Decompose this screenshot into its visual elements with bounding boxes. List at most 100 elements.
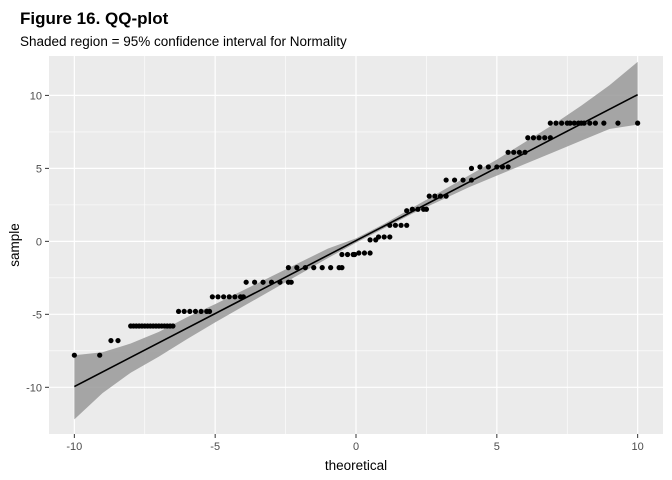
data-point: [451, 177, 458, 183]
data-point: [344, 251, 351, 258]
data-point: [547, 135, 553, 141]
data-point: [108, 337, 114, 344]
x-tick-label: -5: [210, 441, 220, 453]
data-point: [460, 177, 466, 183]
data-point: [71, 352, 77, 358]
y-tick-label: -10: [26, 382, 42, 394]
data-point: [525, 135, 531, 141]
data-point: [240, 294, 246, 300]
data-point: [181, 308, 187, 315]
x-tick-label: 5: [494, 441, 500, 453]
x-tick-label: 0: [353, 441, 359, 453]
data-point: [443, 177, 449, 183]
data-point: [351, 251, 358, 258]
y-tick-label: 0: [36, 236, 42, 248]
data-point: [175, 308, 182, 315]
data-point: [581, 120, 587, 126]
reference-line: [73, 93, 639, 388]
data-point: [361, 250, 368, 256]
data-point: [268, 279, 275, 285]
data-point: [206, 308, 213, 315]
data-point: [367, 250, 373, 256]
y-tick-label: -5: [32, 309, 42, 321]
data-point: [226, 294, 232, 300]
data-point: [567, 120, 573, 126]
data-point: [423, 206, 430, 212]
data-point: [319, 265, 325, 271]
data-point: [601, 120, 607, 126]
data-point: [468, 165, 475, 171]
data-point: [170, 323, 176, 329]
data-point: [530, 135, 537, 141]
data-point: [115, 337, 121, 344]
data-point: [302, 265, 308, 271]
data-point: [387, 234, 393, 240]
data-point: [432, 193, 438, 199]
data-point: [426, 193, 432, 199]
data-point: [288, 279, 294, 285]
data-point: [437, 193, 444, 199]
data-point: [415, 206, 421, 212]
data-point: [536, 135, 542, 141]
data-point: [542, 135, 548, 141]
data-point: [209, 294, 215, 300]
data-point: [485, 164, 491, 170]
data-point: [232, 294, 238, 300]
data-point: [294, 265, 300, 271]
data-point: [477, 164, 483, 170]
data-point: [404, 208, 410, 214]
data-point: [387, 222, 393, 228]
data-point: [392, 222, 399, 228]
data-point: [443, 193, 449, 199]
data-point: [252, 279, 258, 285]
x-tick-label: 10: [632, 441, 644, 453]
data-point: [559, 120, 565, 126]
axes: -10 -5 0 5 10 -10 -5 0 5 10: [26, 90, 644, 453]
data-point: [381, 234, 387, 240]
data-point: [516, 149, 522, 155]
data-point: [547, 120, 553, 126]
data-point: [198, 308, 204, 315]
chart-title: Figure 16. QQ-plot: [20, 9, 169, 28]
data-point: [494, 164, 500, 170]
data-point: [592, 120, 599, 126]
data-point: [398, 222, 404, 228]
data-point: [311, 265, 317, 271]
sample-points: [71, 120, 641, 358]
reference-line-layer: [73, 93, 639, 388]
data-point: [277, 279, 283, 285]
x-axis-title: theoretical: [325, 458, 387, 473]
data-point: [339, 251, 345, 258]
grid-lines: [49, 56, 663, 434]
data-point: [243, 279, 249, 285]
x-tick-label: -10: [66, 441, 82, 453]
data-point: [505, 149, 511, 155]
data-point: [505, 164, 511, 170]
data-point: [97, 352, 103, 358]
y-tick-label: 10: [30, 90, 42, 102]
data-point: [499, 164, 506, 170]
data-point: [221, 294, 227, 300]
data-point: [522, 149, 528, 155]
data-point: [468, 177, 475, 183]
data-point: [192, 308, 199, 315]
data-point: [553, 120, 559, 126]
data-point: [328, 265, 334, 271]
data-point: [187, 308, 193, 315]
data-point: [367, 237, 373, 243]
data-point: [339, 265, 345, 271]
data-point: [404, 222, 410, 228]
data-point: [215, 294, 221, 300]
y-axis-title: sample: [7, 223, 22, 267]
data-point: [615, 120, 621, 126]
y-tick-label: 5: [36, 163, 42, 175]
data-point: [587, 120, 593, 126]
data-point: [511, 149, 517, 155]
data-point: [285, 265, 291, 271]
data-point: [635, 120, 641, 126]
chart-subtitle: Shaded region = 95% confidence interval …: [20, 34, 347, 49]
data-point: [571, 120, 577, 126]
data-point: [375, 234, 382, 240]
data-point: [260, 279, 266, 285]
